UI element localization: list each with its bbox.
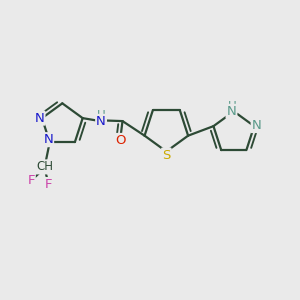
Text: O: O [115,134,125,147]
Text: N: N [226,105,236,118]
Text: F: F [45,178,52,191]
Text: S: S [162,148,170,162]
Text: H: H [228,100,237,112]
Text: N: N [44,133,53,146]
Text: F: F [27,174,35,187]
Text: N: N [35,112,44,124]
Text: H: H [97,109,106,122]
Text: CH: CH [37,160,53,173]
Text: CH: CH [37,160,53,173]
Text: N: N [96,115,106,128]
Text: N: N [252,119,261,132]
